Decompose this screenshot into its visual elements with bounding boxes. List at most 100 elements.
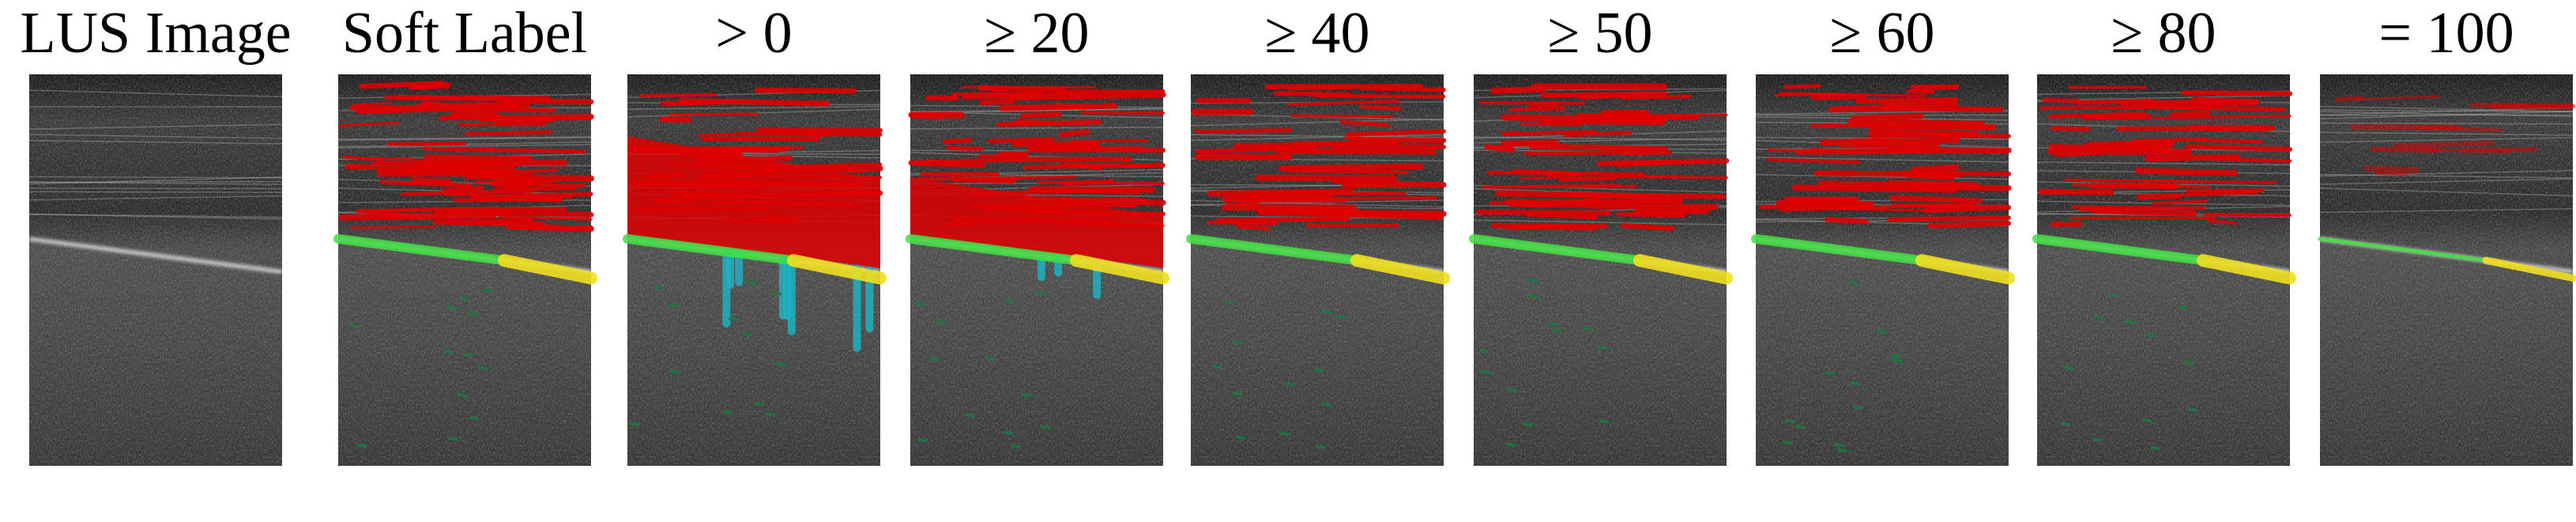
label-aline — [1321, 309, 1332, 315]
label-streak — [2460, 146, 2538, 153]
label-aline — [1040, 425, 1051, 430]
label-streak — [1054, 221, 1165, 228]
label-streak — [1340, 119, 1390, 127]
tissue-line — [28, 214, 283, 218]
label-pleura-end — [1350, 254, 1450, 285]
label-streak — [727, 173, 777, 179]
label-aline — [930, 357, 940, 362]
tissue-line — [2319, 105, 2574, 112]
label-streak — [1819, 137, 1960, 146]
label-streak — [696, 132, 741, 138]
tissue-line — [28, 123, 283, 130]
label-aline — [1850, 380, 1860, 386]
label-aline — [668, 369, 680, 375]
label-streak — [1621, 94, 1692, 100]
label-streak — [386, 142, 466, 146]
panel-title: ≥ 40 — [1264, 1, 1369, 66]
label-aline — [668, 303, 679, 308]
label-aline — [2093, 315, 2103, 320]
label-streak — [945, 146, 983, 151]
label-aline — [477, 365, 488, 371]
tissue-line — [627, 105, 881, 110]
label-streak — [908, 112, 944, 119]
label-streak — [1196, 97, 1252, 104]
label-pleura-end — [498, 254, 597, 285]
tissue-line — [2319, 137, 2574, 143]
label-streak — [797, 190, 883, 198]
label-streak — [914, 175, 1075, 181]
label-streak — [1026, 146, 1144, 153]
panel-image — [333, 74, 597, 466]
label-streak — [2207, 219, 2239, 225]
label-streak — [2047, 148, 2192, 156]
label-aline — [1313, 368, 1324, 373]
label-streak — [510, 223, 594, 233]
label-streak — [2050, 221, 2082, 227]
speckle — [29, 74, 282, 466]
label-streak — [1791, 184, 1958, 193]
label-streak — [1635, 207, 1711, 214]
label-aline — [1320, 402, 1331, 407]
label-streak — [465, 130, 552, 136]
label-streak — [468, 166, 516, 173]
label-streak — [356, 206, 500, 214]
tissue-line — [28, 89, 283, 98]
label-aline — [2063, 365, 2074, 371]
label-streak — [497, 98, 594, 105]
label-pleura — [2032, 234, 2208, 266]
tissue-line — [910, 108, 1164, 112]
label-streak — [1028, 186, 1155, 193]
label-aline — [2178, 304, 2188, 310]
tissue-line — [28, 139, 283, 145]
label-aline — [469, 415, 480, 421]
tissue-line — [28, 176, 283, 185]
tissue-line — [2319, 169, 2574, 177]
label-streak — [2054, 151, 2104, 157]
label-aline — [1527, 293, 1538, 299]
label-streak — [1813, 170, 1963, 178]
label-streak — [378, 180, 473, 187]
label-aline — [2187, 407, 2198, 412]
label-pleura — [623, 234, 798, 266]
tissue-line — [337, 143, 592, 149]
label-streak — [396, 94, 552, 102]
label-aline — [349, 323, 360, 329]
label-aline — [1833, 442, 1844, 448]
label-streak — [1615, 211, 1686, 218]
panel-title: ≥ 50 — [1547, 1, 1652, 66]
label-pleura — [906, 234, 1081, 266]
label-streak — [1489, 86, 1546, 94]
label-aline — [728, 316, 739, 322]
label-aline — [754, 401, 764, 407]
label-streak — [413, 159, 567, 166]
label-aline — [1523, 422, 1534, 427]
label-streak — [2393, 140, 2495, 149]
tissue-line — [1473, 219, 1727, 225]
label-streak — [950, 217, 1116, 225]
label-streak — [1828, 104, 1916, 113]
label-aline — [1597, 345, 1607, 350]
label-aline — [1235, 435, 1245, 441]
label-streak — [632, 180, 763, 190]
label-aline — [936, 320, 947, 325]
label-aline — [2125, 320, 2136, 325]
label-pleura-end — [1633, 254, 1733, 285]
label-streak — [2202, 213, 2292, 218]
label-streak — [458, 122, 547, 127]
label-aline — [2141, 418, 2152, 423]
tissue-line — [2319, 111, 2574, 117]
tissue-line — [337, 136, 592, 140]
label-streak — [1059, 198, 1166, 206]
label-streak — [1475, 209, 1612, 216]
label-pleura-end — [2482, 256, 2576, 282]
label-aline — [468, 311, 479, 316]
label-aline — [1548, 321, 1558, 327]
tissue-line — [28, 181, 283, 185]
label-aline — [1279, 431, 1290, 437]
label-streak — [358, 157, 416, 161]
label-streak — [359, 81, 445, 89]
label-streak — [1349, 136, 1447, 143]
tissue-line — [1755, 174, 2009, 180]
tissue-line — [2319, 110, 2574, 120]
